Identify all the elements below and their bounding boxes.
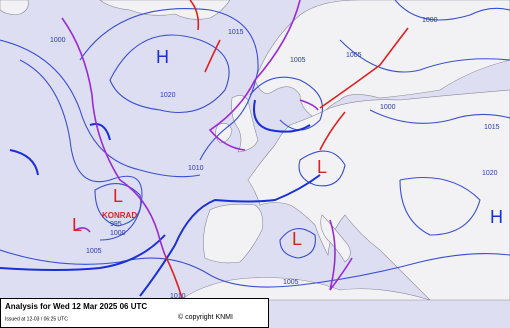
- cold-front: [0, 234, 166, 271]
- italy: [320, 214, 351, 263]
- iberia: [203, 203, 263, 264]
- occluded-front: [74, 227, 91, 233]
- isobar-label: 1005: [283, 279, 299, 286]
- isobar-label: 1005: [290, 57, 306, 64]
- isobar-label: 1000: [380, 104, 396, 111]
- isobar-label: 1015: [484, 124, 500, 131]
- isobar: [298, 150, 346, 187]
- isobar: [0, 249, 510, 288]
- high-pressure-label: H: [156, 47, 169, 67]
- occluded-front: [299, 99, 319, 111]
- isobar-label: 1015: [228, 29, 244, 36]
- isobar-label: 1020: [482, 170, 498, 177]
- isobar-label: 1010: [188, 165, 204, 172]
- high-pressure-label: H: [490, 207, 503, 227]
- occluded-front: [61, 17, 166, 256]
- cold-front: [253, 99, 311, 133]
- isobar-label: 1000: [422, 17, 438, 24]
- great-britain: [231, 95, 259, 153]
- warm-front: [319, 27, 409, 109]
- copyright: © copyright KNMI: [178, 313, 233, 321]
- isobar-label: 1020: [160, 92, 176, 99]
- africa: [179, 277, 431, 301]
- cold-front: [9, 149, 39, 176]
- isobar: [94, 183, 142, 227]
- iceland: [0, 0, 29, 15]
- isobar: [79, 8, 259, 161]
- warm-front: [164, 254, 183, 299]
- occluded-front: [208, 0, 301, 151]
- isobar: [0, 39, 201, 178]
- map-title: Analysis for Wed 12 Mar 2025 06 UTC: [5, 302, 147, 311]
- isobar-label: 1010: [170, 293, 186, 300]
- low-pressure-label: L: [113, 186, 123, 206]
- isobar: [369, 109, 510, 124]
- occluded-front: [329, 219, 353, 291]
- isobar: [399, 177, 481, 236]
- isobar-label: 1000: [50, 37, 66, 44]
- warm-front: [319, 111, 346, 151]
- ireland: [215, 123, 233, 144]
- isobar: [339, 39, 510, 73]
- low-pressure-label: L: [292, 229, 302, 249]
- warm-front: [189, 0, 221, 73]
- low-pressure-label: L: [72, 215, 82, 235]
- isobar-label: 1005: [346, 52, 362, 59]
- cold-front: [89, 123, 111, 141]
- isobar-label: 995: [110, 221, 122, 228]
- isobar: [394, 0, 510, 21]
- isobar-label: 1005: [86, 248, 102, 255]
- issued-time: Issued at 12-03 / 06:25 UTC: [5, 316, 68, 322]
- scandinavia: [254, 0, 510, 121]
- isobar: [19, 59, 143, 241]
- isobar: [109, 34, 230, 114]
- isobar-label: 1000: [110, 230, 126, 237]
- low-pressure-label: L: [317, 157, 327, 177]
- isobar: [279, 228, 316, 259]
- cold-front: [139, 174, 321, 297]
- info-box: [0, 298, 269, 328]
- storm-name: KONRAD: [102, 211, 137, 220]
